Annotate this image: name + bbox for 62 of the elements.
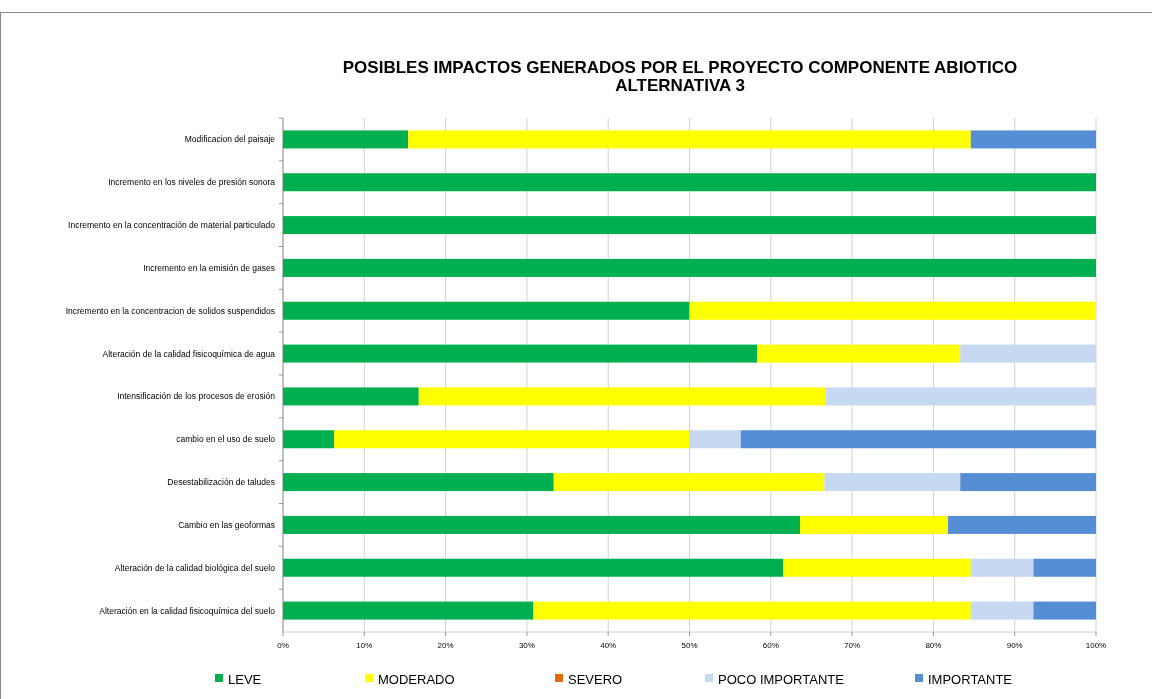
y-tick-label: Incremento en la concentración de material particulado — [68, 220, 276, 231]
bar — [283, 344, 757, 363]
x-tick-label: 50% — [681, 641, 698, 650]
bar — [283, 430, 335, 449]
bar — [283, 473, 554, 492]
bar — [283, 601, 534, 620]
bar — [283, 130, 409, 149]
bar — [283, 301, 690, 320]
bar — [948, 515, 1096, 534]
bar — [960, 473, 1096, 492]
bar — [689, 301, 1096, 320]
bar — [418, 387, 826, 406]
bar — [825, 387, 1096, 406]
x-tick-label: 20% — [437, 641, 454, 650]
bar — [408, 130, 971, 149]
bar — [960, 344, 1096, 363]
x-tick-label: 40% — [600, 641, 617, 650]
bar — [970, 130, 1096, 149]
x-tick-label: 60% — [762, 641, 779, 650]
bar — [783, 558, 971, 577]
legend-label: LEVE — [228, 671, 262, 687]
bar — [283, 258, 1096, 277]
bar — [283, 387, 419, 406]
x-tick-label: 70% — [844, 641, 861, 650]
y-tick-label: Desestabilización de taludes — [167, 477, 275, 488]
legend-label: SEVERO — [568, 671, 623, 687]
y-tick-label: Incremento en la emisión de gases — [143, 262, 275, 273]
bar — [553, 473, 825, 492]
bar — [689, 430, 741, 449]
bar — [283, 173, 1096, 192]
y-tick-label: Intensificación de los procesos de erosión — [117, 391, 276, 402]
y-tick-label: Modificacion del paisaje — [184, 134, 276, 145]
y-tick-label: Alteración de la calidad biológica del suelo — [114, 562, 276, 573]
y-tick-label: cambio en el uso de suelo — [176, 434, 276, 445]
legend-label: IMPORTANTE — [928, 671, 1013, 687]
bar — [970, 558, 1034, 577]
x-tick-label: 100% — [1085, 641, 1107, 650]
bar — [283, 515, 801, 534]
bar — [334, 430, 690, 449]
bar — [1033, 558, 1096, 577]
x-tick-label: 30% — [518, 641, 535, 650]
bar — [283, 216, 1096, 235]
legend-label: MODERADO — [378, 671, 455, 687]
bar — [740, 430, 1096, 449]
bar — [970, 601, 1034, 620]
y-tick-label: Cambio en las geoformas — [178, 519, 275, 530]
y-tick-label: Alteración de la calidad fisicoquímica de agua — [102, 348, 276, 359]
chart-title: POSIBLES IMPACTOS GENERADOS POR EL PROYECTO COMPONENTE ABIOTICO ALTERNATIVA 3 — [342, 58, 1018, 95]
x-tick-label: 80% — [925, 641, 942, 650]
bar — [533, 601, 971, 620]
x-tick-label: 0% — [277, 641, 289, 650]
bar — [756, 344, 961, 363]
x-tick-label: 90% — [1006, 641, 1023, 650]
bar — [1033, 601, 1096, 620]
legend-label: POCO IMPORTANTE — [718, 671, 845, 687]
bar — [800, 515, 949, 534]
y-tick-label: Incremento en los niveles de presión sonora — [108, 177, 276, 188]
x-tick-label: 10% — [356, 641, 373, 650]
y-tick-label: Incremento en la concentracion de solidos suspendidos — [65, 305, 275, 316]
y-tick-label: Alteración en la calidad fisicoquímica del suelo — [99, 605, 276, 616]
bar — [824, 473, 961, 492]
bar — [283, 558, 783, 577]
